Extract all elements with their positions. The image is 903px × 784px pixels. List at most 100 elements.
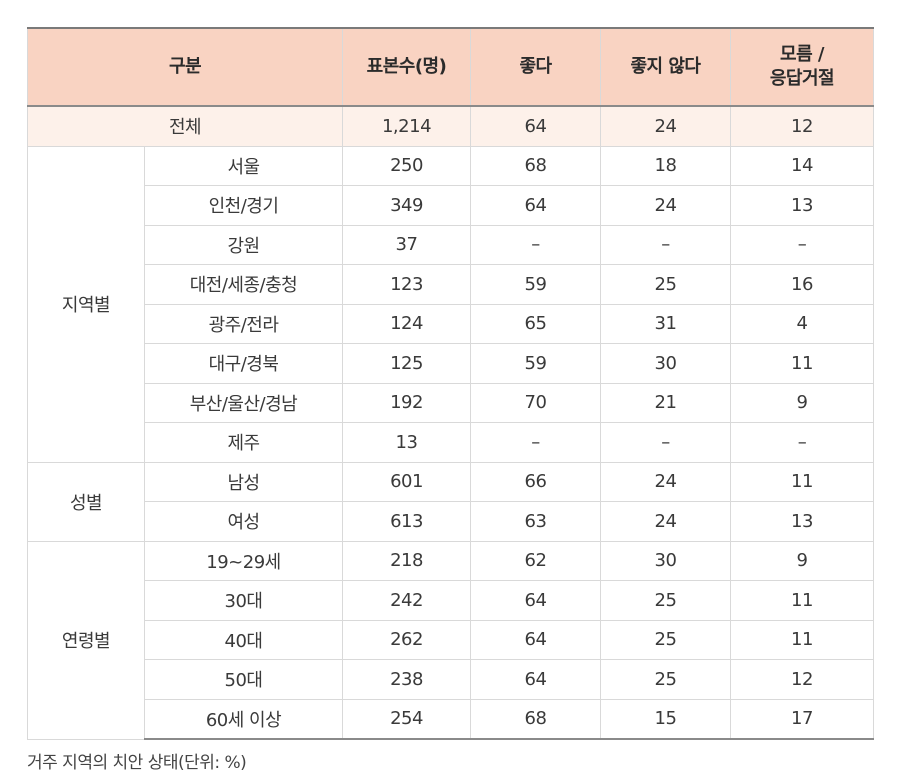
row-label: 서울 xyxy=(144,145,343,186)
row-unknown: 9 xyxy=(730,382,874,423)
table-row: 강원 37– – – xyxy=(28,224,874,265)
header-unknown-line2: 응답거절 xyxy=(769,68,835,89)
row-not-good: 31 xyxy=(600,303,731,344)
table-row: 40대 262 64 25 11 xyxy=(28,619,874,660)
row-not-good: 18 xyxy=(600,145,731,186)
row-unknown: 4 xyxy=(730,303,874,344)
table-row: 대구/경북 125 59 30 11 xyxy=(28,343,874,384)
row-good: 65 xyxy=(470,303,601,344)
row-label: 여성 xyxy=(144,501,343,542)
table-row: 광주/전라 124 65 31 4 xyxy=(28,303,874,344)
row-label: 제주 xyxy=(144,422,343,463)
row-label: 대구/경북 xyxy=(144,343,343,384)
row-not-good: 24 xyxy=(600,185,731,226)
row-unknown: 14 xyxy=(730,145,874,186)
row-sample: 349 xyxy=(342,185,471,226)
row-not-good: 24 xyxy=(600,461,731,502)
row-good: 59 xyxy=(470,343,601,384)
row-sample: 13 xyxy=(342,422,471,463)
table-row: 50대 238 64 25 12 xyxy=(28,659,874,700)
survey-table: 구분 표본수(명) 좋다 좋지 않다 모름 / 응답거절 전체 1,214 64… xyxy=(27,27,874,740)
row-not-good: 25 xyxy=(600,264,731,305)
group-label: 지역별 xyxy=(27,145,145,463)
row-unknown: 11 xyxy=(730,580,874,621)
row-unknown: 12 xyxy=(730,659,874,700)
row-label: 부산/울산/경남 xyxy=(144,382,343,423)
row-sample: 250 xyxy=(342,145,471,186)
row-not-good: 15 xyxy=(600,698,731,740)
row-sample: 125 xyxy=(342,343,471,384)
row-label: 강원 xyxy=(144,224,343,265)
row-label: 50대 xyxy=(144,659,343,700)
table-caption: 거주 지역의 치안 상태(단위: %) xyxy=(27,753,247,773)
table-row: 여성 613 63 24 13 xyxy=(28,501,874,542)
table-row: 30대 242 64 25 11 xyxy=(28,580,874,621)
row-sample: 613 xyxy=(342,501,471,542)
table-row: 성별 남성 601 66 24 11 xyxy=(27,461,874,542)
row-good: – xyxy=(470,224,601,265)
table-row: 대전/세종/충청 123 59 25 16 xyxy=(28,264,874,305)
row-not-good: 25 xyxy=(600,659,731,700)
row-sample: 124 xyxy=(342,303,471,344)
row-sample: 254 xyxy=(342,698,471,740)
row-sample: 123 xyxy=(342,264,471,305)
total-unknown: 12 xyxy=(730,105,874,147)
row-unknown: – xyxy=(730,422,874,463)
row-unknown: 9 xyxy=(730,540,874,581)
row-good: 68 xyxy=(470,698,601,740)
row-label: 대전/세종/충청 xyxy=(144,264,343,305)
row-good: 64 xyxy=(470,580,601,621)
row-label: 30대 xyxy=(144,580,343,621)
row-label: 광주/전라 xyxy=(144,303,343,344)
header-good: 좋다 xyxy=(470,27,601,107)
header-unknown-line1: 모름 / xyxy=(780,43,824,65)
total-not-good: 24 xyxy=(600,105,731,147)
row-not-good: 24 xyxy=(600,501,731,542)
row-not-good: 25 xyxy=(600,619,731,660)
table-row: 제주 13– – – xyxy=(28,422,874,463)
table-row: 연령별 19~29세 218 62 30 9 xyxy=(27,540,874,740)
table-header-row: 구분 표본수(명) 좋다 좋지 않다 모름 / 응답거절 xyxy=(27,27,874,107)
table-row: 부산/울산/경남 192 70 21 9 xyxy=(28,382,874,423)
row-good: 64 xyxy=(470,619,601,660)
header-sample-count: 표본수(명) xyxy=(342,27,471,107)
total-good: 64 xyxy=(470,105,601,147)
row-good: 66 xyxy=(470,461,601,502)
row-unknown: 13 xyxy=(730,185,874,226)
table-row: 60세 이상 254 68 15 17 xyxy=(28,698,874,740)
row-sample: 601 xyxy=(342,461,471,502)
row-sample: 218 xyxy=(342,540,471,581)
row-not-good: 30 xyxy=(600,343,731,384)
row-label: 남성 xyxy=(144,461,343,502)
row-unknown: 16 xyxy=(730,264,874,305)
row-good: 68 xyxy=(470,145,601,186)
row-unknown: 17 xyxy=(730,698,874,740)
row-not-good: – xyxy=(600,224,731,265)
row-unknown: 13 xyxy=(730,501,874,542)
row-good: 63 xyxy=(470,501,601,542)
row-unknown: 11 xyxy=(730,461,874,502)
row-good: 70 xyxy=(470,382,601,423)
group-label: 성별 xyxy=(27,461,145,542)
row-good: 64 xyxy=(470,659,601,700)
row-label: 인천/경기 xyxy=(144,185,343,226)
row-not-good: 21 xyxy=(600,382,731,423)
total-sample: 1,214 xyxy=(342,105,471,147)
row-sample: 262 xyxy=(342,619,471,660)
row-unknown: 11 xyxy=(730,343,874,384)
row-unknown: 11 xyxy=(730,619,874,660)
header-unknown: 모름 / 응답거절 xyxy=(730,27,874,107)
table-row: 지역별 서울 250 68 18 14 xyxy=(27,145,874,463)
group-label: 연령별 xyxy=(27,540,145,740)
row-sample: 192 xyxy=(342,382,471,423)
row-good: 62 xyxy=(470,540,601,581)
table-row-total: 전체 1,214 64 24 12 xyxy=(27,105,874,147)
row-unknown: – xyxy=(730,224,874,265)
row-good: 59 xyxy=(470,264,601,305)
row-good: – xyxy=(470,422,601,463)
header-category: 구분 xyxy=(27,27,343,107)
table-row: 인천/경기 349 64 24 13 xyxy=(28,185,874,226)
row-good: 64 xyxy=(470,185,601,226)
row-sample: 242 xyxy=(342,580,471,621)
row-label: 19~29세 xyxy=(144,540,343,581)
